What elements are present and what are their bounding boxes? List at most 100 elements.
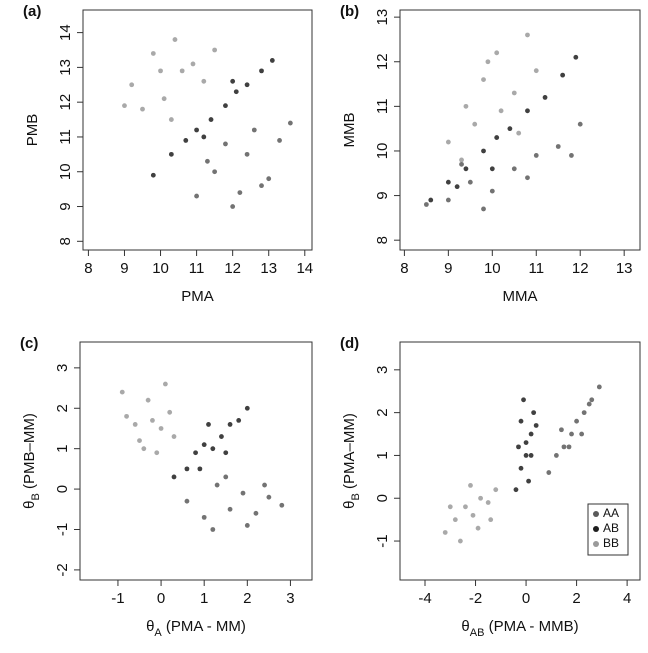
- point: [162, 381, 168, 387]
- y-tick-label: 1: [54, 445, 71, 453]
- point: [227, 506, 233, 512]
- point: [459, 161, 464, 167]
- point: [214, 482, 220, 488]
- point: [190, 61, 196, 67]
- point: [266, 494, 272, 500]
- y-tick-label: 13: [57, 59, 74, 76]
- point: [262, 482, 267, 488]
- panel-label: (c): [20, 335, 38, 352]
- point: [513, 487, 519, 493]
- point: [581, 410, 587, 416]
- point: [452, 517, 458, 523]
- point: [553, 453, 559, 458]
- y-tick-label: 2: [374, 408, 391, 416]
- x-axis-label: PMA: [181, 288, 214, 305]
- x-tick-label: 8: [400, 260, 408, 277]
- y-axis-label-part: θ: [341, 501, 358, 509]
- point: [516, 444, 521, 450]
- point: [467, 179, 473, 185]
- point: [201, 514, 207, 520]
- point: [485, 59, 491, 65]
- point: [140, 106, 145, 112]
- y-tick-label: -1: [54, 523, 71, 536]
- x-tick-label: 0: [157, 590, 165, 607]
- point: [279, 502, 285, 508]
- point: [158, 426, 164, 431]
- point: [488, 517, 494, 523]
- point: [521, 397, 526, 403]
- point: [184, 466, 190, 472]
- point: [459, 157, 464, 163]
- x-tick-label: 13: [260, 260, 277, 277]
- legend-label: BB: [603, 536, 619, 550]
- y-tick-label: 9: [57, 202, 74, 210]
- x-axis-label-part: AB: [470, 627, 485, 639]
- y-tick-label: 10: [57, 163, 74, 180]
- point: [168, 151, 174, 157]
- point: [253, 510, 259, 516]
- point: [475, 525, 481, 531]
- point: [233, 89, 239, 95]
- point: [489, 166, 495, 172]
- point: [194, 127, 199, 133]
- point: [227, 422, 233, 427]
- x-tick-label: 2: [243, 590, 251, 607]
- point: [244, 523, 250, 528]
- point: [230, 204, 236, 209]
- point: [445, 179, 451, 185]
- x-tick-label: 0: [522, 590, 530, 607]
- y-axis-label-part: (PMA–MM): [341, 413, 358, 493]
- point: [478, 495, 483, 501]
- y-tick-label: 8: [57, 237, 74, 245]
- x-axis-label-part: θ: [461, 618, 469, 635]
- legend-label: AB: [603, 521, 619, 535]
- point: [481, 206, 486, 212]
- y-tick-label: 0: [54, 485, 71, 493]
- x-tick-label: 9: [444, 260, 452, 277]
- point: [122, 103, 127, 109]
- y-axis-label: θB (PMA–MM): [341, 413, 362, 509]
- point: [447, 504, 453, 510]
- point: [481, 148, 486, 154]
- panel-label: (a): [23, 3, 41, 20]
- y-axis-label-part: (PMB–MM): [21, 413, 38, 493]
- point: [171, 474, 177, 480]
- point: [240, 490, 246, 496]
- point: [596, 384, 602, 390]
- point: [129, 82, 135, 88]
- point: [523, 440, 529, 445]
- x-tick-label: 3: [286, 590, 294, 607]
- point: [132, 422, 138, 427]
- y-tick-label: -1: [374, 534, 391, 547]
- y-tick-label: 13: [374, 9, 391, 26]
- point: [194, 193, 199, 199]
- point: [183, 138, 189, 143]
- y-tick-label: 10: [374, 143, 391, 160]
- point: [223, 474, 229, 480]
- point: [193, 450, 198, 456]
- point: [150, 172, 156, 178]
- point: [472, 121, 478, 127]
- y-tick-label: 3: [54, 364, 71, 372]
- y-axis-label-part: B: [350, 493, 362, 500]
- point: [236, 417, 242, 423]
- point: [566, 444, 572, 450]
- point: [161, 96, 167, 102]
- point: [526, 478, 531, 484]
- plot-frame: [79, 341, 313, 581]
- y-tick-label: 8: [374, 236, 391, 244]
- y-tick-label: 11: [374, 99, 391, 115]
- point: [511, 90, 517, 96]
- x-axis-label-part: (PMA - MM): [162, 618, 246, 635]
- point: [259, 183, 264, 189]
- point: [463, 103, 469, 109]
- point: [498, 108, 504, 114]
- point: [533, 153, 539, 158]
- point: [168, 117, 174, 122]
- point: [489, 188, 495, 194]
- x-tick-label: 11: [189, 260, 205, 277]
- point: [154, 450, 160, 456]
- point: [244, 151, 250, 157]
- point: [201, 78, 207, 84]
- point: [244, 405, 250, 411]
